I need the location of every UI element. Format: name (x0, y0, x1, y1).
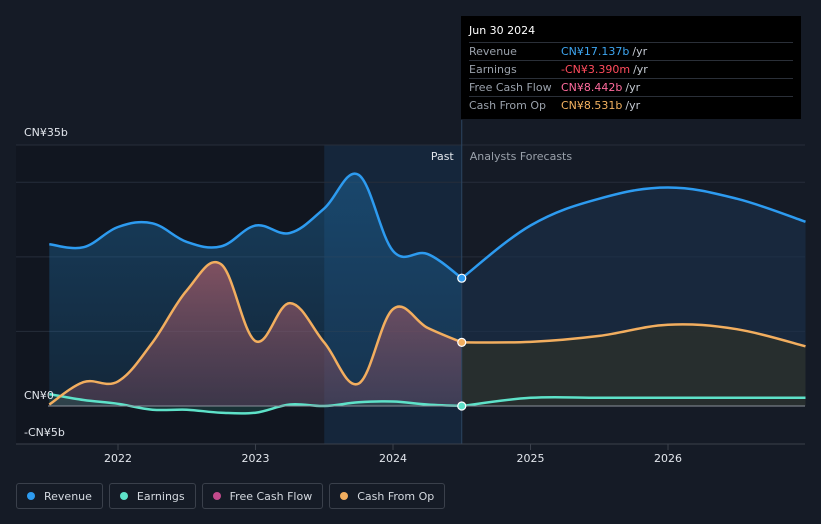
legend-item-earnings[interactable]: Earnings (108, 483, 196, 509)
revenue-line (49, 172, 463, 280)
tooltip-date: Jun 30 2024 (469, 24, 536, 37)
legend-label: Revenue (44, 489, 92, 503)
tooltip-row-free-cash-flow: Free Cash Flow CN¥8.442b/yr (469, 78, 793, 96)
earnings-forecast-line (461, 395, 806, 408)
y-tick-label: CN¥35b (24, 126, 68, 139)
legend-dot-icon (340, 492, 349, 500)
forecast-label: Analysts Forecasts (470, 150, 573, 163)
tooltip-label: Revenue (469, 45, 517, 58)
earnings-line (49, 392, 462, 415)
tooltip-row-revenue: Revenue CN¥17.137b/yr (469, 42, 793, 60)
tooltip-label: Cash From Op (469, 99, 547, 112)
tooltip-value: CN¥17.137b (561, 45, 630, 58)
earnings-marker[interactable] (457, 401, 467, 411)
y-tick-label: -CN¥5b (24, 426, 65, 439)
cash-from-op-forecast-area (461, 324, 806, 406)
legend-label: Earnings (136, 489, 185, 503)
tooltip: Jun 30 2024 Revenue CN¥17.137b/yr Earnings… (461, 16, 801, 119)
legend-dot-icon (212, 492, 221, 500)
cash-from-op-marker[interactable] (457, 337, 467, 347)
legend-label: Free Cash Flow (229, 489, 313, 503)
past-label: Past (431, 150, 455, 163)
legend-label: Cash From Op (357, 489, 435, 503)
x-tick-label: 2023 (242, 452, 270, 465)
tooltip-unit: /yr (625, 99, 641, 112)
legend-dot-icon (119, 492, 128, 500)
tooltip-value: -CN¥3.390m (561, 63, 631, 76)
cash-from-op-forecast-line (461, 323, 806, 348)
legend-item-free-cash-flow[interactable]: Free Cash Flow (201, 483, 324, 509)
tooltip-label: Earnings (469, 63, 517, 76)
tooltip-value: CN¥8.531b (561, 99, 623, 112)
series-areas (49, 173, 806, 414)
tooltip-unit: /yr (625, 81, 641, 94)
tooltip-unit: /yr (633, 63, 648, 76)
legend-item-cash-from-op[interactable]: Cash From Op (329, 483, 446, 509)
tooltip-value: CN¥8.442b (561, 81, 623, 94)
tooltip-row-cash-from-op: Cash From Op CN¥8.531b/yr (469, 96, 793, 114)
series-lines (48, 172, 806, 415)
legend: Revenue Earnings Free Cash Flow Cash From O… (16, 483, 446, 509)
legend-item-revenue[interactable]: Revenue (16, 483, 103, 509)
x-tick-label: 2025 (517, 452, 545, 465)
tooltip-label: Free Cash Flow (469, 81, 552, 94)
tooltip-row-earnings: Earnings -CN¥3.390m/yr (469, 60, 793, 78)
x-tick-label: 2026 (654, 452, 682, 465)
x-tick-label: 2024 (379, 452, 407, 465)
cash-from-op-line (48, 260, 463, 406)
x-tick-label: 2022 (104, 452, 132, 465)
x-axis-labels: 2022 2023 2024 2025 2026 (104, 444, 682, 465)
y-axis-labels: CN¥35b CN¥0 -CN¥5b (24, 126, 68, 439)
series-markers (457, 273, 467, 411)
cash-from-op-area (49, 262, 462, 406)
revenue-forecast-line (461, 186, 806, 280)
y-tick-label: CN¥0 (24, 389, 54, 402)
tooltip-unit: /yr (632, 45, 648, 58)
revenue-marker[interactable] (457, 273, 467, 283)
legend-dot-icon (27, 492, 35, 500)
